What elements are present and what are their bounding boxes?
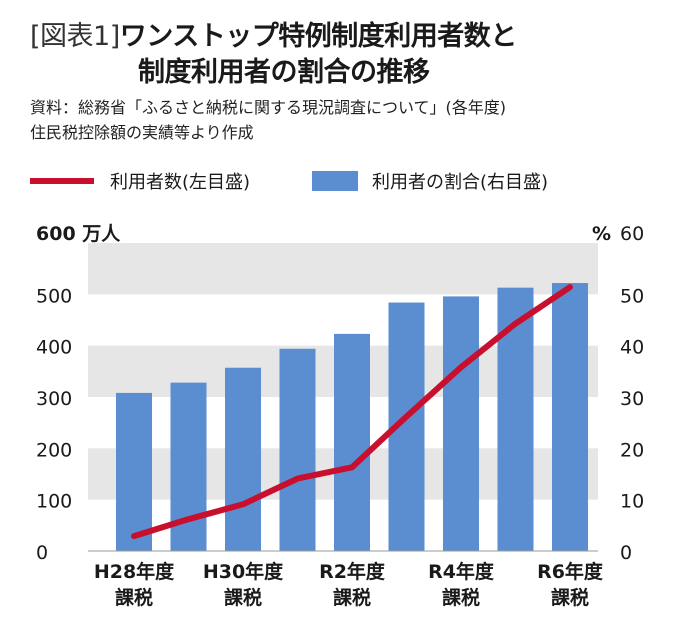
bar — [443, 296, 479, 551]
left-tick-label: 100 — [36, 491, 72, 513]
bar — [334, 333, 370, 551]
right-tick-label: 10 — [620, 491, 644, 513]
chart-title-line2: 制度利用者の割合の推移 — [138, 57, 430, 88]
x-tick-sublabel: 課税 — [551, 586, 589, 609]
right-tick-label: 40 — [620, 337, 644, 359]
axes: 0 100 200 300 400 500 600 万人 0 10 20 30 40 50% 60 H28年… — [36, 223, 644, 609]
right-tick-label: 30 — [620, 388, 644, 410]
x-tick-label: R6年度 — [537, 560, 604, 583]
source-note-line1: 資料：総務省「ふるさと納税に関する現況調査について」(各年度) — [30, 98, 507, 117]
left-tick-label: 200 — [36, 439, 72, 461]
x-tick-label: R2年度 — [319, 560, 386, 583]
right-axis-unit: % — [592, 223, 611, 245]
right-tick-label: 0 — [620, 542, 632, 564]
x-tick-sublabel: 課税 — [115, 586, 153, 609]
grid-band — [88, 243, 598, 295]
bar — [225, 367, 261, 551]
x-tick-sublabel: 課税 — [333, 586, 371, 609]
line-path — [131, 284, 573, 540]
left-tick-label: 400 — [36, 337, 72, 359]
x-tick-label: R4年度 — [428, 560, 495, 583]
left-tick-label: 500 — [36, 285, 72, 307]
left-tick-label: 0 — [36, 542, 48, 564]
legend-bar-swatch — [312, 171, 358, 191]
bar — [552, 283, 588, 551]
bar — [116, 392, 152, 551]
x-tick-sublabel: 課税 — [224, 586, 262, 609]
legend-item-line: 利用者数(左目盛) — [30, 168, 250, 194]
chart-title-line1: [図表1]ワンストップ特例制度利用者数と — [30, 20, 517, 54]
legend-line-label: 利用者数(左目盛) — [110, 172, 251, 193]
right-tick-label: 20 — [620, 439, 644, 461]
chart-title-text: ワンストップ特例制度利用者数と — [119, 21, 517, 52]
figure-number: [図表1] — [30, 21, 120, 52]
line-series — [131, 284, 573, 540]
x-tick-sublabel: 課税 — [442, 586, 480, 609]
source-note-line2: 住民税控除額の実績等より作成 — [30, 123, 254, 142]
left-tick-label: 300 — [36, 388, 72, 410]
legend-bar-label: 利用者の割合(右目盛) — [372, 172, 549, 193]
left-axis-label: 600 万人 — [36, 223, 121, 245]
right-axis-top-label: 60 — [620, 223, 644, 245]
right-tick-label: 50 — [620, 285, 644, 307]
legend-line-swatch — [30, 178, 94, 184]
legend-item-bar: 利用者の割合(右目盛) — [312, 168, 548, 194]
bar — [279, 348, 316, 551]
x-tick-label: H28年度 — [94, 560, 175, 583]
x-tick-label: H30年度 — [203, 560, 284, 583]
